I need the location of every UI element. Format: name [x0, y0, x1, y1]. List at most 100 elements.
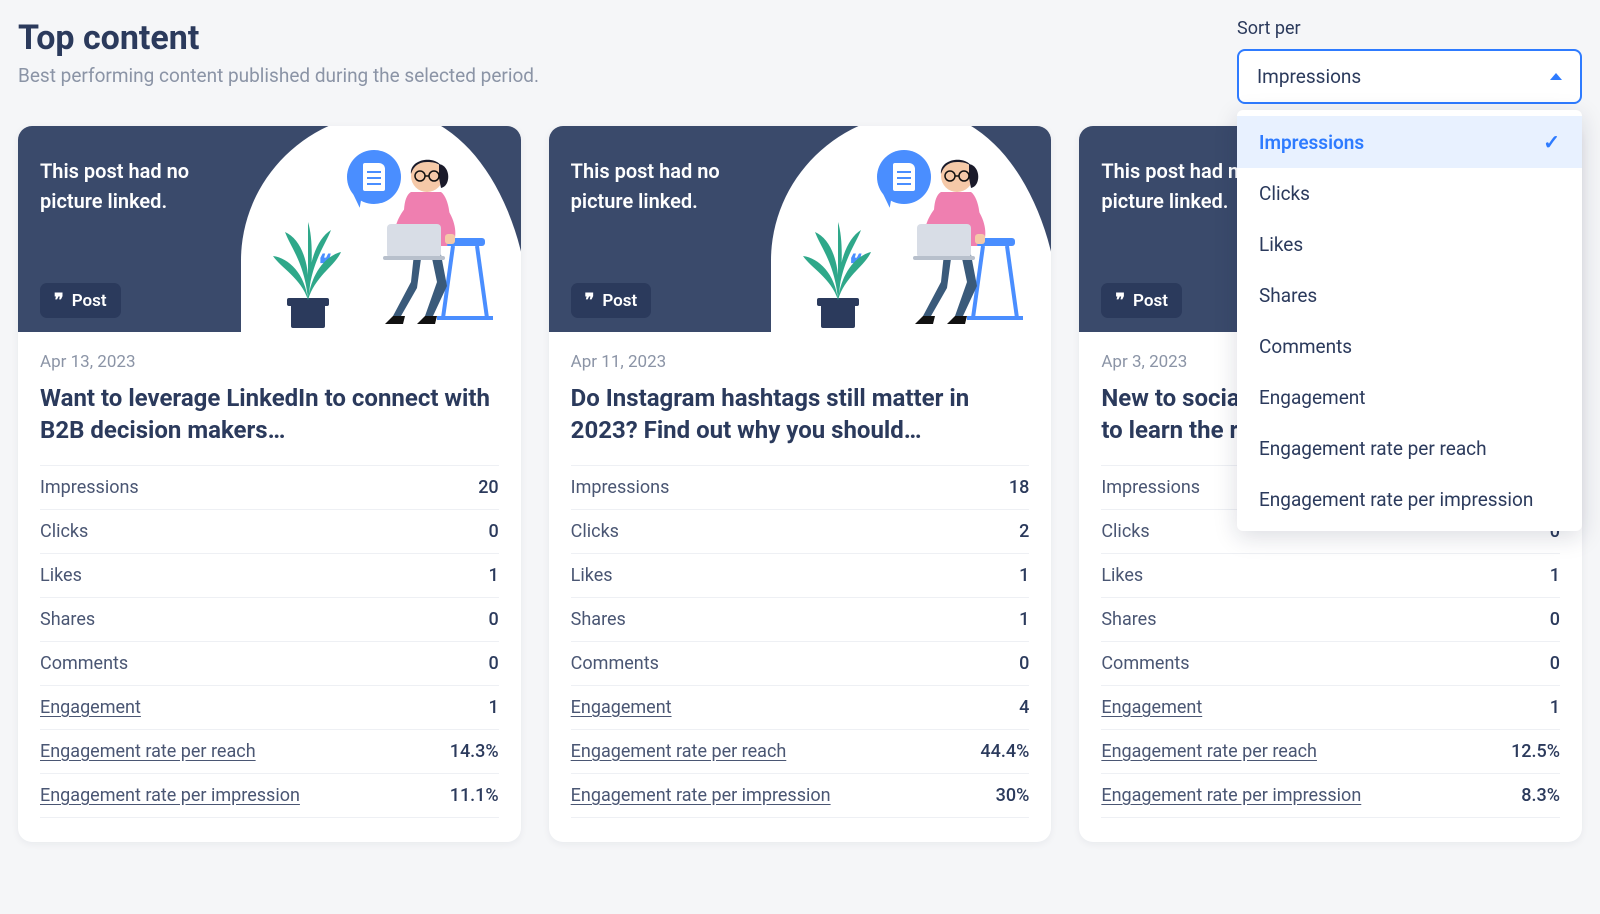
card-hero: This post had no picture linked. ❝ — [549, 126, 1052, 332]
metric-row: Comments 0 — [40, 642, 499, 686]
card-date: Apr 13, 2023 — [40, 352, 499, 372]
metric-row: Shares 0 — [40, 598, 499, 642]
post-badge-label: Post — [1133, 291, 1168, 311]
card-title[interactable]: Want to leverage LinkedIn to connect wit… — [40, 382, 499, 447]
metrics-table: Impressions 20 Clicks 0 Likes 1 Shares 0… — [40, 465, 499, 818]
metric-row: Engagement rate per impression 11.1% — [40, 774, 499, 818]
card-title[interactable]: Do Instagram hashtags still matter in 20… — [571, 382, 1030, 447]
card-date: Apr 11, 2023 — [571, 352, 1030, 372]
metric-label: Clicks — [571, 521, 619, 542]
metric-label: Impressions — [1101, 477, 1200, 498]
page-subtitle: Best performing content published during… — [18, 64, 539, 87]
metric-label[interactable]: Engagement rate per reach — [1101, 741, 1317, 762]
sort-option[interactable]: Clicks — [1237, 168, 1582, 219]
metric-label: Likes — [1101, 565, 1143, 586]
metric-value: 0 — [488, 521, 498, 542]
metric-value: 8.3% — [1521, 785, 1560, 806]
metric-value: 1 — [1550, 565, 1560, 586]
sort-option-label: Engagement rate per impression — [1259, 488, 1533, 511]
sort-selected-value: Impressions — [1257, 65, 1361, 88]
metric-value: 14.3% — [450, 741, 499, 762]
metric-label[interactable]: Engagement rate per impression — [1101, 785, 1361, 806]
check-icon: ✓ — [1543, 130, 1560, 154]
chevron-up-icon — [1550, 73, 1562, 80]
metric-value: 44.4% — [980, 741, 1029, 762]
sort-option[interactable]: Engagement — [1237, 372, 1582, 423]
sort-option[interactable]: Comments — [1237, 321, 1582, 372]
sort-control: Sort per Impressions Impressions✓ClicksL… — [1237, 18, 1582, 104]
metric-row: Clicks 0 — [40, 510, 499, 554]
metric-label[interactable]: Engagement — [40, 697, 141, 718]
metric-label: Comments — [40, 653, 128, 674]
metric-row: Comments 0 — [1101, 642, 1560, 686]
sort-option[interactable]: Likes — [1237, 219, 1582, 270]
metric-row: Likes 1 — [40, 554, 499, 598]
metric-label: Impressions — [40, 477, 139, 498]
metric-row: Engagement 1 — [1101, 686, 1560, 730]
metric-label: Clicks — [40, 521, 88, 542]
document-icon — [347, 150, 401, 204]
metric-row: Engagement 4 — [571, 686, 1030, 730]
metric-row: Engagement rate per reach 44.4% — [571, 730, 1030, 774]
metric-label: Likes — [571, 565, 613, 586]
sort-option-label: Engagement — [1259, 386, 1366, 409]
metric-label[interactable]: Engagement — [571, 697, 672, 718]
metric-value: 1 — [1550, 697, 1560, 718]
metric-value: 30% — [996, 785, 1030, 806]
content-card: This post had no picture linked. ❝ — [549, 126, 1052, 842]
metrics-table: Impressions 18 Clicks 2 Likes 1 Shares 1… — [571, 465, 1030, 818]
sort-label: Sort per — [1237, 18, 1582, 39]
metric-label: Clicks — [1101, 521, 1149, 542]
metric-value: 1 — [1019, 609, 1029, 630]
post-badge-label: Post — [602, 291, 637, 311]
metric-value: 1 — [488, 697, 498, 718]
metric-row: Shares 1 — [571, 598, 1030, 642]
sort-option-label: Impressions — [1259, 131, 1364, 154]
sort-option[interactable]: Engagement rate per reach — [1237, 423, 1582, 474]
metric-row: Impressions 20 — [40, 465, 499, 510]
metric-row: Likes 1 — [571, 554, 1030, 598]
metric-value: 1 — [488, 565, 498, 586]
quote-icon: ❞ — [1115, 290, 1125, 311]
metric-label[interactable]: Engagement — [1101, 697, 1202, 718]
metric-row: Engagement rate per impression 8.3% — [1101, 774, 1560, 818]
metric-value: 1 — [1019, 565, 1029, 586]
metric-value: 0 — [488, 609, 498, 630]
sort-select[interactable]: Impressions — [1237, 49, 1582, 104]
quote-icon: ❞ — [585, 290, 595, 311]
metric-label[interactable]: Engagement rate per reach — [40, 741, 256, 762]
metric-value: 0 — [488, 653, 498, 674]
sort-option-label: Engagement rate per reach — [1259, 437, 1487, 460]
post-type-badge: ❞ Post — [571, 283, 652, 318]
post-type-badge: ❞ Post — [1101, 283, 1182, 318]
metric-row: Impressions 18 — [571, 465, 1030, 510]
content-card: This post had no picture linked. ❝ — [18, 126, 521, 842]
metric-value: 0 — [1019, 653, 1029, 674]
sort-option-label: Shares — [1259, 284, 1317, 307]
metric-row: Engagement rate per reach 14.3% — [40, 730, 499, 774]
document-icon — [877, 150, 931, 204]
sort-option[interactable]: Engagement rate per impression — [1237, 474, 1582, 525]
metric-label: Shares — [571, 609, 626, 630]
post-badge-label: Post — [72, 291, 107, 311]
metric-row: Engagement rate per impression 30% — [571, 774, 1030, 818]
metric-label[interactable]: Engagement rate per impression — [571, 785, 831, 806]
metric-value: 12.5% — [1511, 741, 1560, 762]
metric-row: Likes 1 — [1101, 554, 1560, 598]
metric-row: Comments 0 — [571, 642, 1030, 686]
post-type-badge: ❞ Post — [40, 283, 121, 318]
hero-illustration: ❝ — [261, 126, 521, 332]
hero-placeholder-text: This post had no picture linked. — [40, 156, 230, 216]
hero-placeholder-text: This post had no picture linked. — [571, 156, 761, 216]
sort-option[interactable]: Impressions ✓ — [1237, 116, 1582, 168]
metric-value: 0 — [1550, 609, 1560, 630]
card-hero: This post had no picture linked. ❝ — [18, 126, 521, 332]
metric-label[interactable]: Engagement rate per impression — [40, 785, 300, 806]
sort-dropdown: Impressions ✓ ClicksLikes Shares Comments Eng… — [1237, 110, 1582, 531]
metric-row: Clicks 2 — [571, 510, 1030, 554]
metric-label: Comments — [571, 653, 659, 674]
quote-icon: ❞ — [54, 290, 64, 311]
metric-label[interactable]: Engagement rate per reach — [571, 741, 787, 762]
sort-option[interactable]: Shares — [1237, 270, 1582, 321]
metric-value: 2 — [1019, 521, 1029, 542]
